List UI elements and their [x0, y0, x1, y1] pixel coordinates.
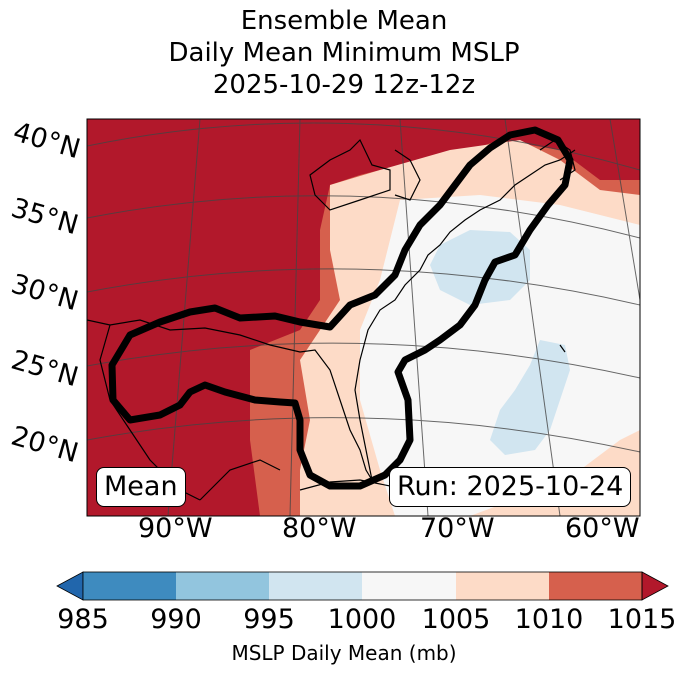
title-line-3: 2025-10-29 12z-12z — [212, 70, 476, 100]
colorbar-990-995 — [176, 572, 269, 600]
lon-label-90w: 90°W — [138, 513, 213, 544]
colorbar — [56, 571, 669, 601]
run-date-badge: Run: 2025-10-24 — [389, 467, 632, 507]
title-line-2: Daily Mean Minimum MSLP — [168, 38, 520, 68]
mslp-contour — [108, 126, 574, 490]
colorbar-tick-1000: 1000 — [327, 604, 397, 635]
colorbar-extend-low — [56, 571, 84, 601]
colorbar-1005-1010 — [456, 572, 549, 600]
colorbar-extend-high — [641, 571, 669, 601]
colorbar-tick-1015: 1015 — [607, 604, 677, 635]
lon-label-80w: 80°W — [282, 513, 357, 544]
field-995-1000-north — [430, 230, 530, 305]
colorbar-tick-990: 990 — [150, 604, 202, 635]
mean-badge: Mean — [96, 467, 186, 507]
lon-label-60w: 60°W — [565, 513, 640, 544]
map-frame — [86, 118, 641, 517]
colorbar-tick-985: 985 — [57, 604, 109, 635]
field-1000-1005 — [360, 195, 640, 516]
colorbar-label: MSLP Daily Mean (mb) — [231, 641, 457, 665]
colorbar-1000-1005 — [362, 572, 456, 600]
colorbar-tick-1010: 1010 — [514, 604, 584, 635]
colorbar-tick-995: 995 — [243, 604, 295, 635]
title-line-1: Ensemble Mean — [240, 6, 448, 36]
field-995-1000-south — [490, 340, 570, 455]
colorbar-995-1000 — [269, 572, 362, 600]
colorbar-985-990 — [83, 572, 176, 600]
lon-label-70w: 70°W — [420, 513, 495, 544]
map-field — [87, 119, 640, 516]
colorbar-tick-1005: 1005 — [421, 604, 491, 635]
colorbar-1010-1015 — [549, 572, 642, 600]
